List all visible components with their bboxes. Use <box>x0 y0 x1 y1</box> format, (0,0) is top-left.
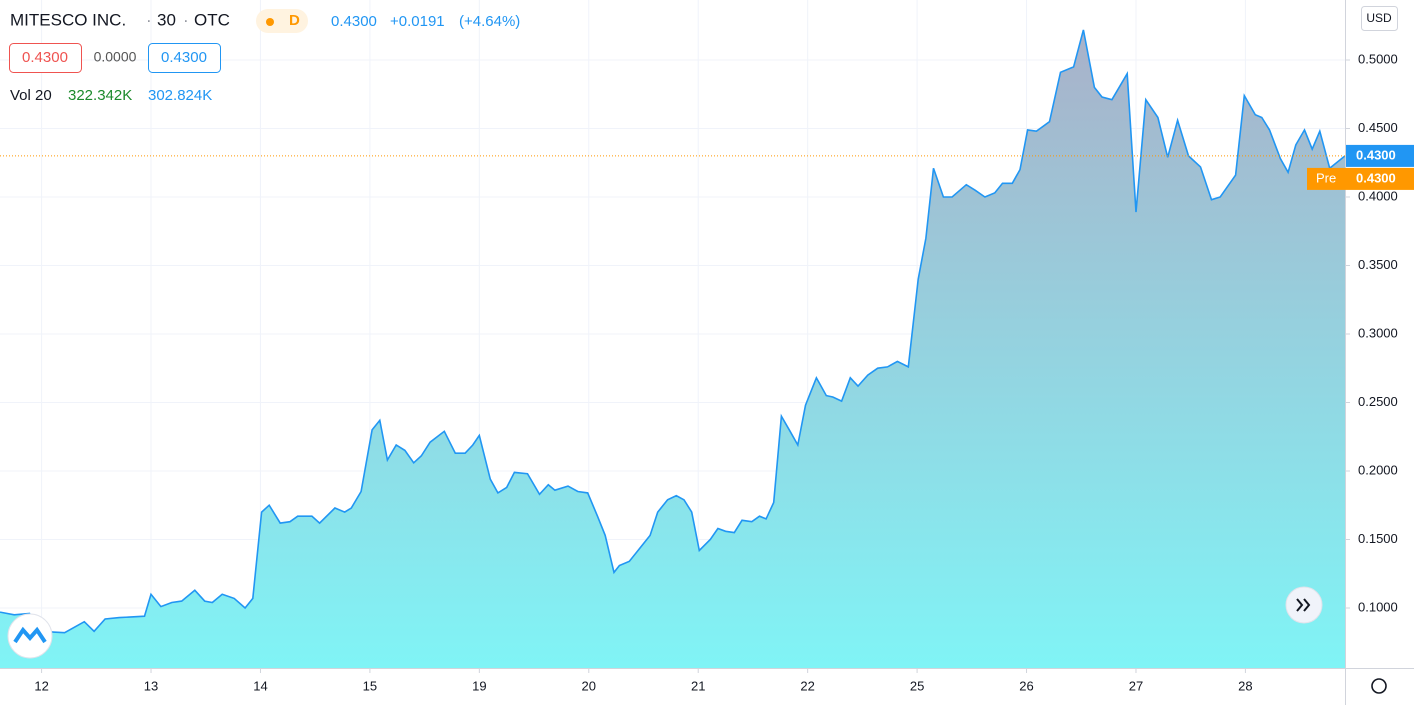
y-tick-label: 0.1000 <box>1358 599 1398 614</box>
pre-market-name: Pre <box>1316 170 1336 185</box>
interval: 30 <box>157 10 176 29</box>
logo-icon <box>13 626 47 644</box>
x-tick-label: 20 <box>582 678 596 693</box>
dot: · <box>183 10 189 29</box>
x-tick-label: 22 <box>800 678 814 693</box>
y-tick-label: 0.3500 <box>1358 257 1398 272</box>
ask-box[interactable] <box>148 43 221 73</box>
x-tick-label: 19 <box>472 678 486 693</box>
x-tick-label: 28 <box>1238 678 1252 693</box>
x-tick-label: 12 <box>34 678 48 693</box>
last-price: 0.4300 <box>331 13 377 30</box>
x-tick-label: 25 <box>910 678 924 693</box>
symbol: MITESCO INC. <box>10 10 126 29</box>
sun-icon <box>266 18 274 26</box>
currency: USD <box>1366 11 1392 25</box>
exchange: OTC <box>194 10 230 29</box>
last-price-tag <box>1346 144 1414 167</box>
x-tick-label: 13 <box>144 678 158 693</box>
last-price-tag-label: 0.4300 <box>1356 147 1396 162</box>
y-tick-label: 0.2000 <box>1358 462 1398 477</box>
bid-box[interactable] <box>9 43 82 73</box>
y-tick-label: 0.1500 <box>1358 531 1398 546</box>
y-tick-label: 0.5000 <box>1358 51 1398 66</box>
pre-market-tag <box>1307 167 1414 190</box>
volume: 322.342K <box>68 87 132 104</box>
area-fill <box>0 29 1345 668</box>
settings-icon[interactable] <box>1371 678 1387 694</box>
ask: 0.4300 <box>161 49 207 66</box>
scroll-button[interactable] <box>1285 586 1323 624</box>
session-badge[interactable] <box>256 9 308 33</box>
dot: · <box>146 10 152 29</box>
y-tick-label: 0.3000 <box>1358 325 1398 340</box>
y-tick-label: 0.4500 <box>1358 120 1398 135</box>
x-tick-label: 27 <box>1129 678 1143 693</box>
x-tick-label: 15 <box>363 678 377 693</box>
pre-market-label: 0.4300 <box>1356 170 1396 185</box>
bid: 0.4300 <box>22 49 68 66</box>
y-tick-label: 0.4000 <box>1358 188 1398 203</box>
change: +0.0191 <box>390 13 445 30</box>
x-tick-label: 21 <box>691 678 705 693</box>
volume-name: Vol 20 <box>10 87 52 104</box>
x-tick-label: 26 <box>1019 678 1033 693</box>
spread: 0.0000 <box>94 49 137 65</box>
volume-ma: 302.824K <box>148 87 212 104</box>
session: D <box>289 12 300 29</box>
price-line <box>0 29 1346 634</box>
currency-box[interactable] <box>1361 6 1398 31</box>
x-tick-label: 14 <box>253 678 267 693</box>
scroll-icon <box>1296 598 1311 612</box>
y-tick-label: 0.2500 <box>1358 394 1398 409</box>
change-pct: (+4.64%) <box>459 13 520 30</box>
